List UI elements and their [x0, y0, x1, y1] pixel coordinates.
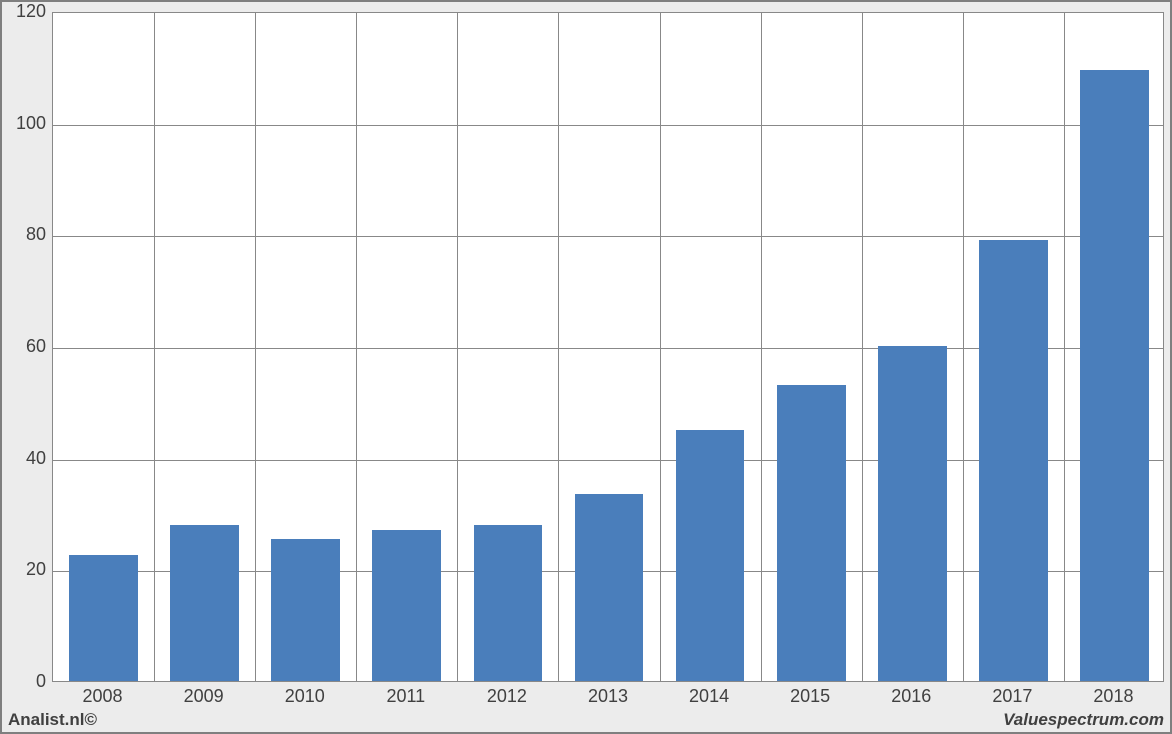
x-axis-tick-label: 2015 — [760, 686, 861, 707]
footer-right-text: Valuespectrum.com — [1003, 710, 1164, 730]
bar — [777, 385, 846, 681]
gridline-vertical — [1064, 13, 1065, 681]
y-axis-tick-label: 100 — [6, 113, 46, 134]
x-axis-tick-label: 2013 — [557, 686, 658, 707]
gridline-vertical — [963, 13, 964, 681]
gridline-vertical — [862, 13, 863, 681]
x-axis-tick-label: 2010 — [254, 686, 355, 707]
y-axis-tick-label: 80 — [6, 224, 46, 245]
bar — [878, 346, 947, 681]
x-axis-tick-label: 2011 — [355, 686, 456, 707]
gridline-vertical — [356, 13, 357, 681]
gridline-vertical — [255, 13, 256, 681]
bar — [69, 555, 138, 681]
x-axis-tick-label: 2012 — [456, 686, 557, 707]
bar — [474, 525, 543, 681]
y-axis-tick-label: 0 — [6, 671, 46, 692]
plot-area — [52, 12, 1164, 682]
y-axis-tick-label: 60 — [6, 336, 46, 357]
bar — [170, 525, 239, 681]
y-axis-tick-label: 20 — [6, 559, 46, 580]
gridline-horizontal — [53, 125, 1163, 126]
bar — [575, 494, 644, 681]
x-axis-tick-label: 2017 — [962, 686, 1063, 707]
footer-left-text: Analist.nl© — [8, 710, 97, 730]
x-axis-tick-label: 2016 — [861, 686, 962, 707]
bar — [979, 240, 1048, 681]
gridline-vertical — [761, 13, 762, 681]
chart-frame: Analist.nl© Valuespectrum.com 0 20 40 60 80 1… — [0, 0, 1172, 734]
y-axis-tick-label: 120 — [6, 1, 46, 22]
bar — [372, 530, 441, 681]
bar — [271, 539, 340, 681]
gridline-vertical — [457, 13, 458, 681]
y-axis-tick-label: 40 — [6, 448, 46, 469]
x-axis-tick-label: 2008 — [52, 686, 153, 707]
bar — [1080, 70, 1149, 681]
x-axis-tick-label: 2014 — [659, 686, 760, 707]
bar — [676, 430, 745, 681]
x-axis-tick-label: 2018 — [1063, 686, 1164, 707]
gridline-vertical — [558, 13, 559, 681]
gridline-vertical — [660, 13, 661, 681]
x-axis-tick-label: 2009 — [153, 686, 254, 707]
gridline-vertical — [154, 13, 155, 681]
gridline-horizontal — [53, 236, 1163, 237]
